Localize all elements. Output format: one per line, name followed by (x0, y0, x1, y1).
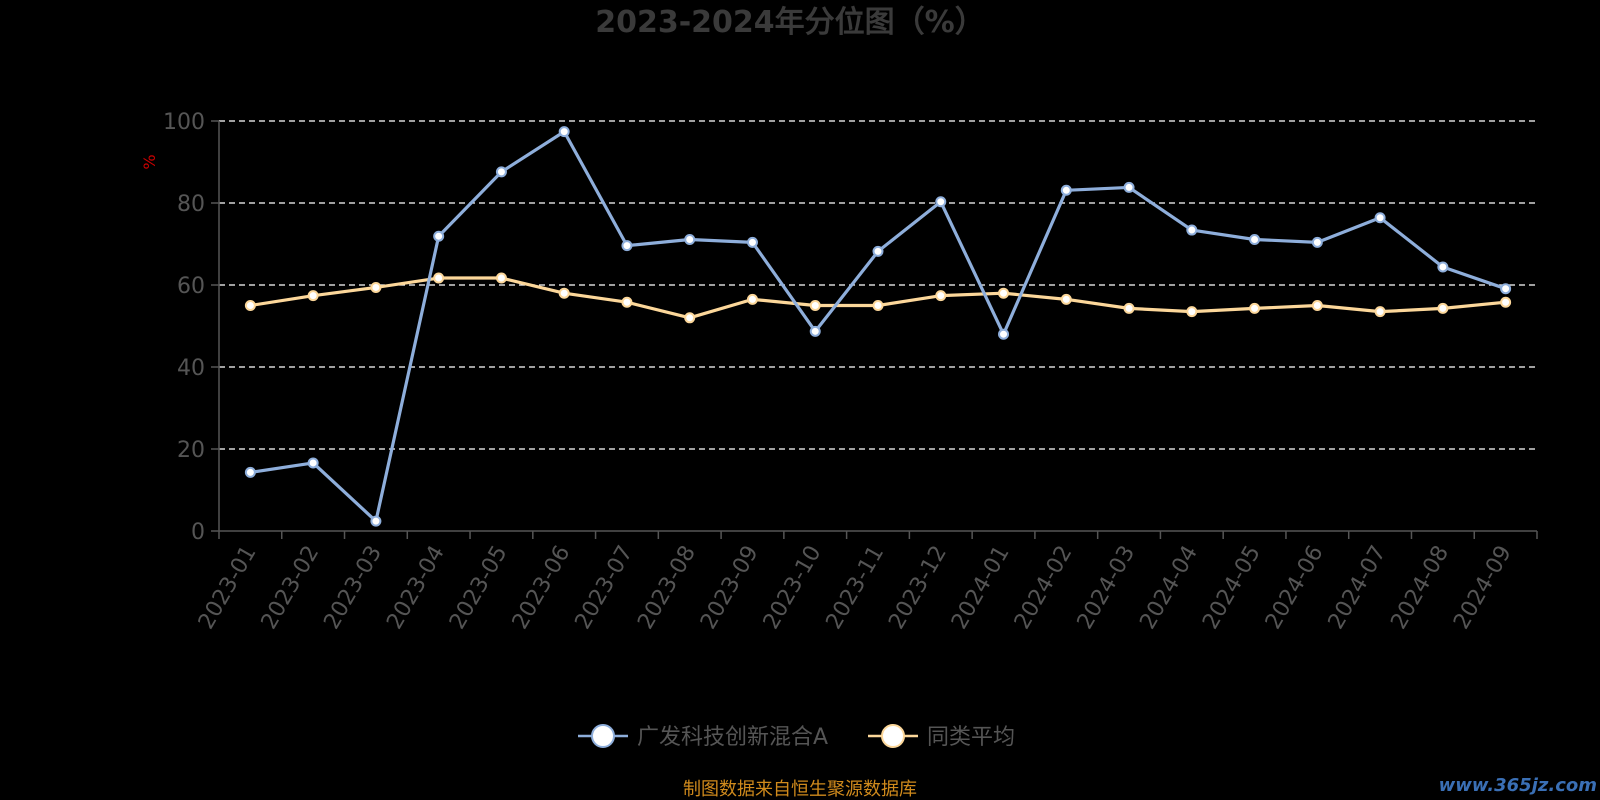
x-tick-label: 2024-07 (1324, 542, 1392, 634)
data-point[interactable] (809, 325, 821, 337)
legend-label: 广发科技创新混合A (637, 725, 828, 750)
data-point[interactable] (1060, 184, 1072, 196)
data-point[interactable] (621, 240, 633, 252)
data-point[interactable] (558, 126, 570, 138)
x-tick-label: 2024-04 (1135, 542, 1203, 634)
x-tick-label: 2023-08 (633, 542, 701, 634)
legend-item[interactable]: 广发科技创新混合A (578, 724, 828, 750)
y-tick-label: 60 (177, 274, 205, 299)
data-point[interactable] (1500, 283, 1512, 295)
x-tick-label: 2024-08 (1386, 542, 1454, 634)
data-point[interactable] (307, 290, 319, 302)
x-tick-label: 2024-06 (1261, 542, 1329, 634)
axes: 0 20 40 60 80 100 2023-012023-022023-032023-04… (163, 110, 1538, 634)
x-tick-label: 2023-04 (382, 542, 450, 634)
data-point[interactable] (1374, 306, 1386, 318)
data-point[interactable] (1060, 293, 1072, 305)
data-point[interactable] (684, 312, 696, 324)
data-point[interactable] (746, 236, 758, 248)
legend-item[interactable]: 同类平均 (868, 724, 1015, 750)
grid-lines (219, 120, 1537, 450)
series-line (250, 130, 1507, 523)
legend-swatch-marker (591, 724, 615, 748)
y-tick-label: 80 (177, 192, 205, 217)
legend: 广发科技创新混合A 同类平均 (578, 724, 1015, 750)
x-tick-label: 2023-05 (445, 542, 513, 634)
x-tick-label: 2024-05 (1198, 542, 1266, 634)
x-tick-label: 2023-10 (759, 542, 827, 634)
x-tick-label: 2023-06 (508, 542, 576, 634)
x-tick-label: 2023-11 (822, 542, 890, 634)
data-point[interactable] (1186, 306, 1198, 318)
data-point[interactable] (495, 272, 507, 284)
data-point[interactable] (1374, 212, 1386, 224)
data-point[interactable] (433, 230, 445, 242)
legend-swatch-marker (881, 724, 905, 748)
data-point[interactable] (1249, 302, 1261, 314)
y-tick-label: 20 (177, 438, 205, 463)
data-point[interactable] (684, 233, 696, 245)
data-point[interactable] (1249, 233, 1261, 245)
data-point[interactable] (1437, 302, 1449, 314)
x-tick-label: 2024-09 (1449, 542, 1517, 634)
x-tick-label: 2023-07 (571, 542, 639, 634)
data-point[interactable] (1500, 296, 1512, 308)
data-point[interactable] (495, 166, 507, 178)
data-point[interactable] (1311, 236, 1323, 248)
data-point[interactable] (1311, 300, 1323, 311)
y-tick-label: 40 (177, 356, 205, 381)
data-point[interactable] (1123, 181, 1135, 193)
data-point[interactable] (1437, 261, 1449, 273)
data-point[interactable] (558, 287, 570, 299)
data-point[interactable] (1186, 224, 1198, 236)
data-point[interactable] (872, 300, 884, 311)
series-lines (244, 126, 1512, 527)
data-point[interactable] (370, 515, 382, 527)
x-tick-label: 2024-02 (1010, 542, 1078, 634)
x-tick-label: 2023-03 (319, 542, 387, 634)
x-tick-label: 2024-01 (947, 542, 1015, 634)
source-note: 制图数据来自恒生聚源数据库 (683, 779, 917, 800)
data-point[interactable] (935, 290, 947, 302)
y-axis-unit: % (140, 154, 159, 169)
x-tick-label: 2023-01 (194, 542, 262, 634)
data-point[interactable] (872, 245, 884, 257)
x-tick-label: 2023-09 (696, 542, 764, 634)
data-point[interactable] (1123, 302, 1135, 314)
data-point[interactable] (746, 293, 758, 305)
data-point[interactable] (998, 328, 1010, 340)
data-point[interactable] (370, 281, 382, 293)
x-tick-label: 2023-02 (257, 542, 325, 634)
data-point[interactable] (621, 296, 633, 308)
x-tick-label: 2024-03 (1073, 542, 1141, 634)
legend-label: 同类平均 (927, 725, 1015, 750)
data-point[interactable] (998, 287, 1010, 299)
chart-title: 2023-2024年分位图（%） (595, 5, 985, 40)
data-point[interactable] (244, 466, 256, 478)
series-line (250, 276, 1506, 320)
y-tick-label: 100 (163, 110, 205, 135)
x-tick-label: 2023-12 (884, 542, 952, 634)
series-1 (244, 272, 1512, 324)
data-point[interactable] (307, 457, 319, 469)
data-point[interactable] (809, 300, 821, 311)
watermark: www.365jz.com (1439, 775, 1597, 796)
data-point[interactable] (935, 196, 947, 208)
data-point[interactable] (244, 300, 256, 311)
y-tick-label: 0 (191, 520, 205, 545)
series-0 (244, 126, 1512, 527)
data-point[interactable] (433, 272, 445, 284)
